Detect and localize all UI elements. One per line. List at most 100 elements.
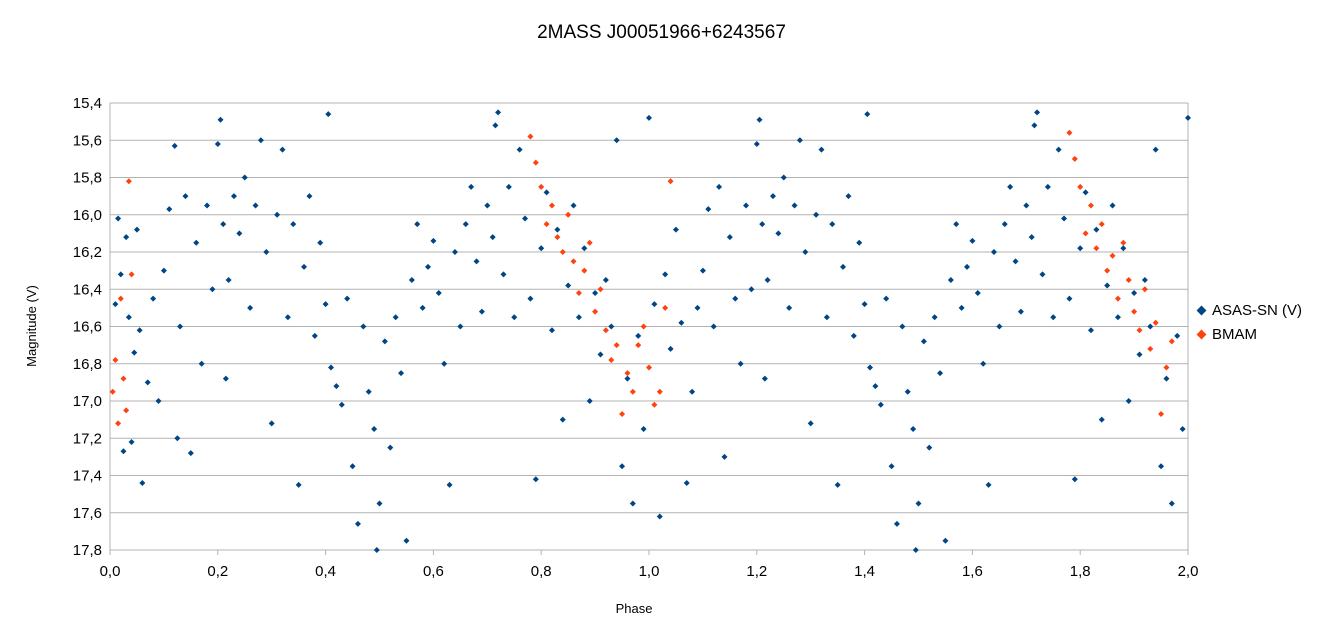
asas-sn-point (1044, 183, 1051, 190)
y-tick-label: 16,2 (73, 244, 102, 261)
asas-sn-point (222, 375, 229, 382)
y-tick-label: 16,0 (73, 207, 102, 224)
bmam-point (1152, 319, 1159, 326)
asas-sn-point (241, 174, 248, 181)
asas-sn-point (786, 304, 793, 311)
asas-sn-point (586, 398, 593, 404)
asas-sn-point (217, 116, 224, 123)
bmam-point (581, 267, 588, 274)
bmam-point (1087, 202, 1094, 209)
asas-sn-point (683, 479, 690, 486)
asas-sn-point (823, 314, 830, 321)
asas-sn-point (705, 206, 712, 213)
asas-sn-point (912, 547, 919, 553)
asas-sn-point (985, 481, 992, 488)
asas-sn-point (856, 239, 863, 246)
asas-sn-point (753, 140, 760, 147)
asas-sn-point (160, 267, 167, 274)
asas-sn-point (694, 304, 701, 311)
asas-sn-point (311, 332, 318, 339)
bmam-point (570, 258, 577, 265)
bmam-point (656, 388, 663, 395)
asas-sn-point (1034, 109, 1041, 116)
asas-sn-point (1152, 146, 1159, 153)
bmam-point (1082, 230, 1089, 237)
asas-sn-point (1174, 332, 1181, 339)
asas-sn-point (646, 114, 652, 121)
asas-sn-point (527, 295, 534, 302)
bmam-point (667, 178, 674, 185)
asas-sn-point (1163, 375, 1170, 382)
bmam-point (123, 407, 130, 414)
bmam-point (1093, 245, 1100, 252)
x-tick-label: 1,6 (962, 563, 983, 580)
asas-sn-point (548, 327, 555, 334)
bmam-point (1158, 411, 1165, 418)
y-tick-label: 15,4 (73, 95, 102, 112)
asas-sn-point (689, 388, 696, 395)
asas-sn-point (565, 282, 572, 289)
asas-sn-point (473, 258, 480, 265)
bmam-marker-icon (1196, 329, 1207, 339)
asas-sn-point (678, 319, 685, 326)
bmam-point (629, 388, 636, 395)
asas-sn-point (252, 202, 259, 209)
asas-sn-point (656, 513, 663, 520)
legend-item-asas-sn: ASAS-SN (V) (1195, 298, 1302, 322)
asas-sn-point (484, 202, 491, 209)
y-tick-label: 16,8 (73, 356, 102, 373)
asas-sn-point (290, 221, 297, 228)
bmam-point (559, 249, 566, 255)
bmam-point (608, 357, 615, 364)
asas-sn-point (349, 463, 356, 470)
asas-sn-point (373, 547, 380, 553)
asas-sn-point (322, 301, 329, 308)
asas-sn-point (150, 295, 157, 302)
asas-sn-point (123, 234, 130, 241)
asas-sn-point (1179, 425, 1186, 432)
x-tick-label: 2,0 (1178, 563, 1199, 580)
bmam-point (1066, 129, 1073, 136)
y-tick-label: 16,6 (73, 319, 102, 336)
asas-sn-point (451, 249, 458, 255)
asas-sn-point (732, 295, 739, 302)
asas-sn-point (263, 249, 270, 255)
asas-sn-point (220, 221, 227, 228)
y-tick-label: 15,6 (73, 132, 102, 149)
asas-sn-point (958, 304, 965, 311)
asas-sn-point (495, 109, 502, 116)
asas-sn-point (360, 323, 367, 330)
asas-sn-point (1093, 226, 1100, 233)
asas-sn-point (899, 323, 906, 330)
asas-sn-point (990, 249, 997, 255)
asas-sn-point (112, 301, 119, 308)
asas-sn-point (131, 349, 138, 356)
asas-sn-point (1031, 122, 1038, 129)
asas-sn-point (441, 360, 448, 367)
asas-sn-point (325, 111, 332, 118)
asas-sn-point (166, 206, 173, 213)
bmam-point (586, 239, 593, 246)
asas-sn-point (931, 314, 938, 321)
y-tick-label: 17,6 (73, 505, 102, 522)
asas-sn-point (1147, 323, 1154, 330)
asas-sn-point (1001, 221, 1008, 228)
asas-sn-point (532, 476, 539, 483)
asas-sn-point (198, 360, 205, 367)
asas-sn-point (1109, 202, 1116, 209)
x-tick-label: 1,2 (746, 563, 767, 580)
bmam-point (1147, 345, 1154, 352)
asas-sn-point (279, 146, 286, 153)
asas-sn-point (969, 237, 976, 244)
bmam-point (543, 221, 550, 228)
asas-sn-point (850, 332, 857, 339)
asas-sn-point (522, 215, 529, 222)
legend-label-bmam: BMAM (1212, 325, 1257, 343)
asas-sn-point (748, 286, 755, 293)
asas-sn-point (284, 314, 291, 321)
asas-sn-point (667, 345, 674, 352)
asas-sn-point (888, 463, 895, 470)
bmam-point (120, 375, 127, 382)
asas-sn-point (301, 263, 308, 270)
asas-sn-point (274, 211, 281, 218)
